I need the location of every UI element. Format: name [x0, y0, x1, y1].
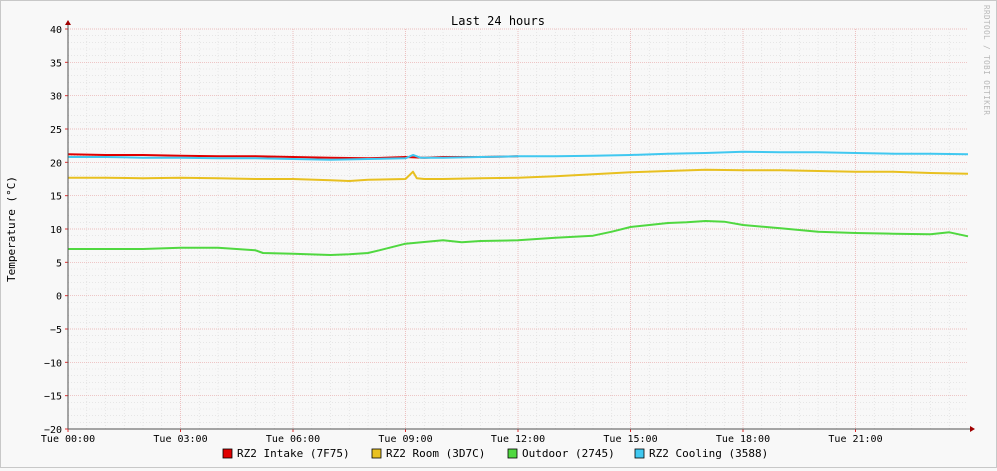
y-tick-label: 35: [50, 58, 62, 69]
y-tick-label: 25: [50, 125, 62, 136]
x-tick-label: Tue 12:00: [491, 434, 545, 445]
legend-swatch: [222, 448, 233, 459]
legend-swatch: [507, 448, 518, 459]
legend-label: RZ2 Cooling (3588): [649, 447, 768, 460]
watermark: RRDTOOL / TOBI OETIKER: [982, 5, 991, 115]
chart-title: Last 24 hours: [451, 14, 545, 28]
y-tick-label: 5: [56, 258, 62, 269]
legend-label: Outdoor (2745): [522, 447, 615, 460]
y-tick-label: 20: [50, 158, 62, 169]
y-tick-label: 40: [50, 25, 62, 36]
x-tick-label: Tue 18:00: [716, 434, 770, 445]
x-tick-label: Tue 21:00: [828, 434, 882, 445]
legend-swatch: [371, 448, 382, 459]
x-tick-label: Tue 09:00: [378, 434, 432, 445]
series-line: [68, 150, 969, 161]
grid: [67, 28, 968, 430]
legend-swatch: [634, 448, 645, 459]
series-lines: [67, 150, 969, 256]
y-tick-label: 30: [50, 92, 62, 103]
x-axis-arrow: [970, 426, 975, 432]
x-tick-label: Tue 06:00: [266, 434, 320, 445]
y-tick-label: −15: [44, 392, 62, 403]
series-line: [68, 168, 969, 182]
y-tick-label: −5: [50, 325, 62, 336]
y-tick-label: 0: [56, 292, 62, 303]
y-axis-label: Temperature (°C): [5, 176, 18, 282]
series-line: [68, 220, 969, 256]
y-axis-arrow: [65, 20, 71, 25]
legend: RZ2 Intake (7F75) RZ2 Room (3D7C) Outdoor …: [222, 447, 768, 460]
y-tick-label: 10: [50, 225, 62, 236]
x-tick-label: Tue 00:00: [41, 434, 95, 445]
legend-label: RZ2 Room (3D7C): [386, 447, 485, 460]
y-tick-label: −10: [44, 358, 62, 369]
x-tick-label: Tue 15:00: [603, 434, 657, 445]
x-tick-label: Tue 03:00: [153, 434, 207, 445]
legend-label: RZ2 Intake (7F75): [237, 447, 350, 460]
y-tick-label: −20: [44, 425, 62, 436]
y-tick-label: 15: [50, 192, 62, 203]
